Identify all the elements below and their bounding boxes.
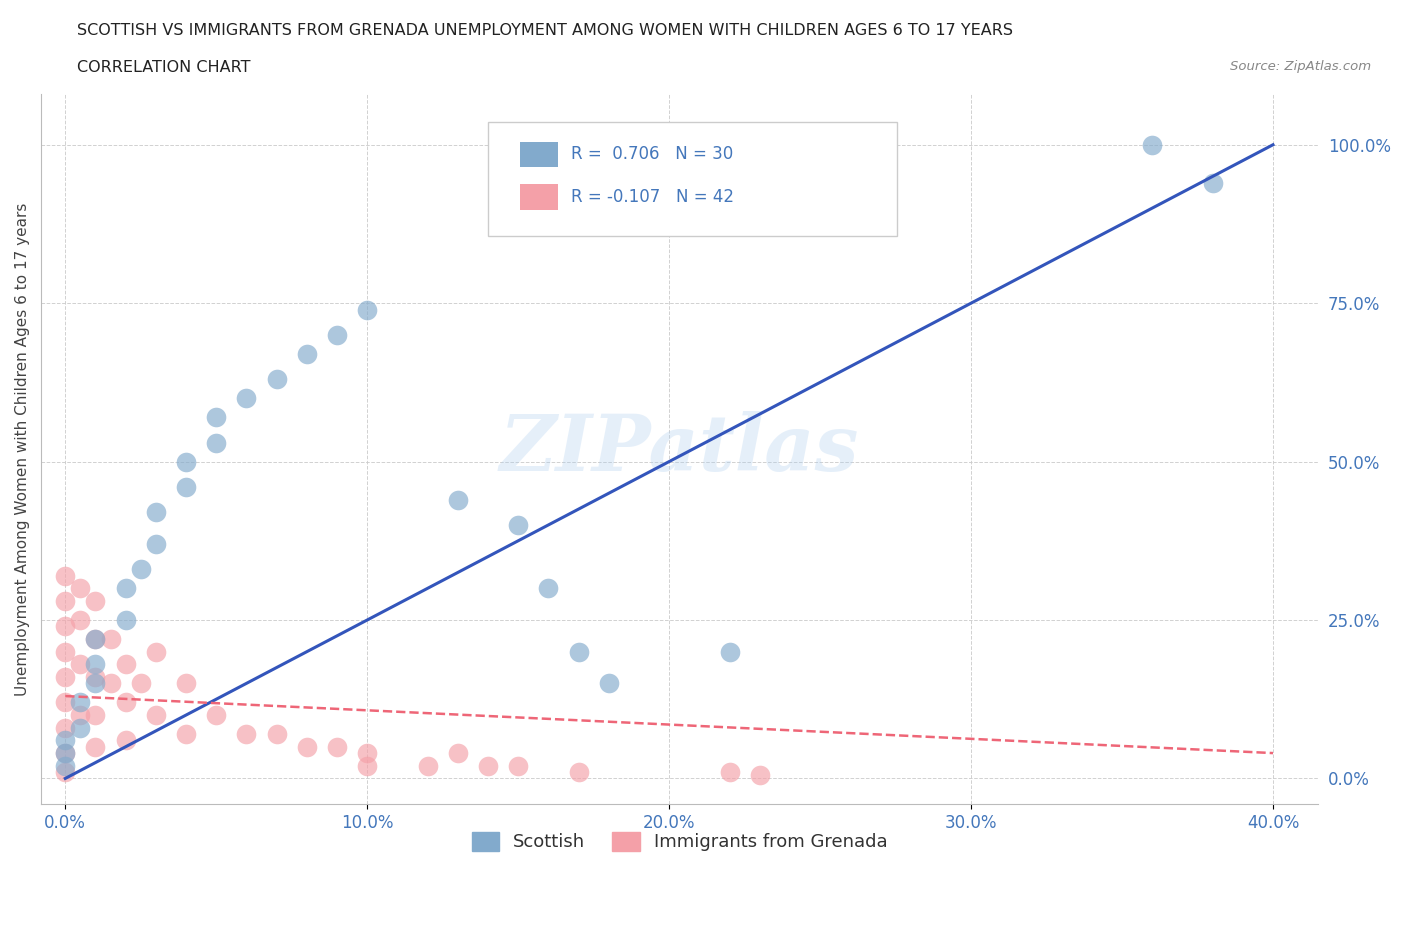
Point <box>145 644 167 659</box>
Point <box>1201 176 1223 191</box>
Point <box>84 708 107 723</box>
Point <box>84 670 107 684</box>
Point <box>205 708 228 723</box>
FancyBboxPatch shape <box>488 123 897 236</box>
FancyBboxPatch shape <box>520 141 558 167</box>
Point <box>356 302 378 317</box>
Point <box>53 644 76 659</box>
Point <box>326 739 349 754</box>
Point <box>114 695 136 710</box>
Point <box>53 593 76 608</box>
Point <box>84 657 107 671</box>
Point <box>53 695 76 710</box>
Point <box>326 327 349 342</box>
Point <box>266 726 288 741</box>
Point <box>145 708 167 723</box>
Point <box>53 746 76 761</box>
Point <box>53 618 76 633</box>
Point <box>84 593 107 608</box>
Point <box>53 758 76 773</box>
Point <box>69 581 91 596</box>
Point <box>114 657 136 671</box>
Text: R = -0.107   N = 42: R = -0.107 N = 42 <box>571 188 734 206</box>
Point <box>174 454 197 469</box>
Point <box>356 746 378 761</box>
Text: CORRELATION CHART: CORRELATION CHART <box>77 60 250 75</box>
Point <box>235 391 257 405</box>
Point <box>416 758 439 773</box>
Point <box>114 733 136 748</box>
Point <box>295 346 318 361</box>
Point <box>205 435 228 450</box>
Text: R =  0.706   N = 30: R = 0.706 N = 30 <box>571 145 734 164</box>
Point <box>598 676 620 691</box>
Point <box>100 631 122 646</box>
Point <box>84 631 107 646</box>
Legend: Scottish, Immigrants from Grenada: Scottish, Immigrants from Grenada <box>464 825 894 858</box>
Y-axis label: Unemployment Among Women with Children Ages 6 to 17 years: Unemployment Among Women with Children A… <box>15 202 30 696</box>
Text: ZIPatlas: ZIPatlas <box>501 411 859 487</box>
Point <box>266 372 288 387</box>
Point <box>145 537 167 551</box>
Point <box>477 758 499 773</box>
Point <box>537 581 560 596</box>
Point <box>69 721 91 736</box>
Point <box>1140 138 1163 153</box>
Point <box>69 613 91 628</box>
Point <box>84 739 107 754</box>
Point <box>174 676 197 691</box>
Point <box>174 726 197 741</box>
Text: SCOTTISH VS IMMIGRANTS FROM GRENADA UNEMPLOYMENT AMONG WOMEN WITH CHILDREN AGES : SCOTTISH VS IMMIGRANTS FROM GRENADA UNEM… <box>77 23 1014 38</box>
Point <box>129 562 152 577</box>
Point <box>235 726 257 741</box>
Point <box>145 505 167 520</box>
FancyBboxPatch shape <box>520 184 558 210</box>
Point <box>53 568 76 583</box>
Point <box>447 492 470 507</box>
Point <box>718 764 741 779</box>
Point <box>567 764 589 779</box>
Point <box>53 746 76 761</box>
Point <box>508 758 530 773</box>
Point <box>129 676 152 691</box>
Point <box>447 746 470 761</box>
Point <box>84 631 107 646</box>
Point <box>84 676 107 691</box>
Text: Source: ZipAtlas.com: Source: ZipAtlas.com <box>1230 60 1371 73</box>
Point <box>205 410 228 425</box>
Point <box>508 517 530 532</box>
Point <box>53 764 76 779</box>
Point <box>567 644 589 659</box>
Point <box>53 670 76 684</box>
Point <box>718 644 741 659</box>
Point <box>114 581 136 596</box>
Point <box>69 657 91 671</box>
Point <box>748 768 770 783</box>
Point <box>174 480 197 495</box>
Point <box>53 721 76 736</box>
Point <box>114 613 136 628</box>
Point <box>100 676 122 691</box>
Point <box>53 733 76 748</box>
Point <box>69 708 91 723</box>
Point <box>295 739 318 754</box>
Point <box>69 695 91 710</box>
Point <box>356 758 378 773</box>
